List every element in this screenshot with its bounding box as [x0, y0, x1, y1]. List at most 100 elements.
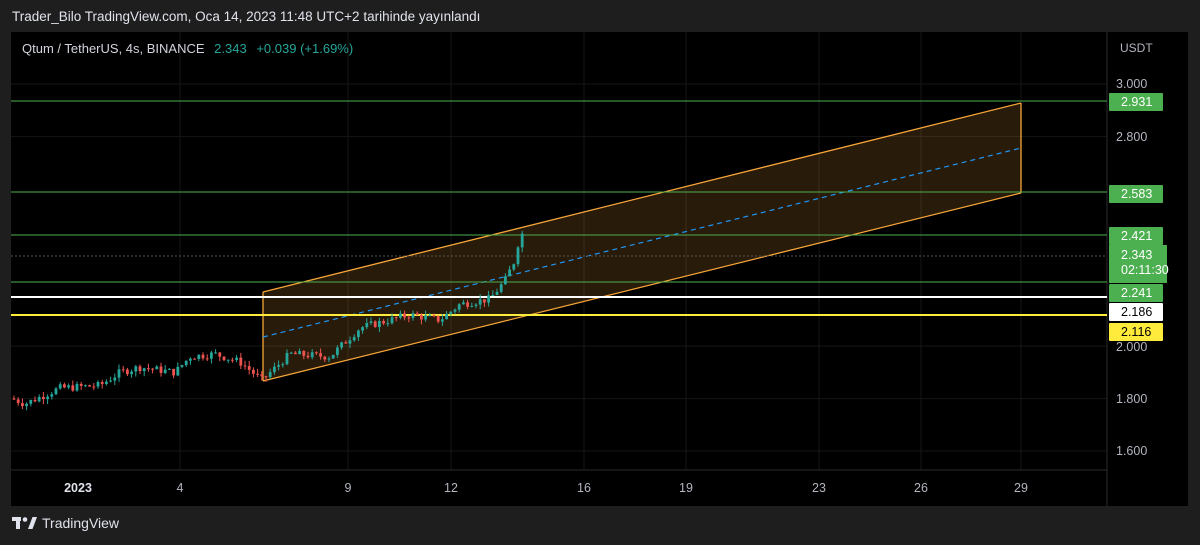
candle-body	[424, 315, 427, 320]
candle-body	[235, 357, 238, 360]
time-label: 4	[176, 481, 184, 495]
candle-body	[168, 368, 171, 370]
candle-body	[218, 352, 222, 357]
candle-body	[336, 347, 339, 355]
time-label: 19	[679, 481, 693, 495]
candle-body	[67, 385, 70, 388]
candle-body	[172, 368, 175, 376]
candle-body	[386, 323, 390, 325]
candle-body	[415, 313, 419, 316]
time-label: 2023	[64, 481, 92, 495]
candle-body	[306, 355, 310, 358]
candle-body	[239, 357, 243, 366]
candle-body	[109, 380, 112, 382]
candle-body	[180, 365, 184, 367]
candle-body	[344, 342, 348, 344]
candle-body	[457, 304, 461, 310]
candle-body	[520, 233, 524, 248]
candle-body	[474, 304, 478, 307]
candle-body	[92, 386, 96, 388]
candle-body	[453, 309, 457, 312]
candle-body	[357, 330, 360, 338]
candle-body	[403, 313, 406, 318]
candle-body	[432, 315, 436, 317]
candle-body	[12, 398, 16, 400]
level-tag-2116: 2.116	[1109, 323, 1163, 341]
candle-body	[428, 315, 432, 317]
candle-body	[25, 403, 28, 407]
candle-body	[512, 264, 516, 270]
candle-body	[277, 365, 280, 367]
candle-body	[294, 352, 297, 355]
candle-body	[159, 366, 163, 373]
candle-body	[252, 369, 255, 374]
level-tag-2931: 2.931	[1109, 93, 1163, 111]
candle-body	[189, 358, 192, 361]
candle-body	[222, 356, 226, 361]
footer	[0, 506, 1200, 545]
bar-countdown: 02:11:30	[1121, 263, 1169, 277]
price-tick: 1.600	[1116, 444, 1148, 458]
chart-area[interactable]	[11, 32, 1188, 506]
candle-body	[462, 302, 465, 305]
current-price-value: 2.343	[1121, 248, 1153, 262]
symbol-name[interactable]: Qtum / TetherUS, 4s, BINANCE	[22, 41, 205, 56]
candle-body	[151, 368, 154, 370]
candle-body	[88, 385, 91, 387]
candle-body	[394, 317, 398, 319]
candle-body	[197, 354, 201, 360]
candle-body	[63, 384, 66, 388]
time-label: 12	[444, 481, 458, 495]
candle-body	[205, 358, 209, 360]
candle-body	[214, 352, 217, 354]
level-tag-2186: 2.186	[1109, 303, 1163, 321]
candle-body	[499, 284, 503, 292]
level-tag-2421: 2.421	[1109, 227, 1163, 245]
currency-label: USDT	[1120, 41, 1153, 55]
candle-body	[176, 366, 180, 376]
candle-body	[96, 382, 100, 387]
tradingview-logo-icon	[12, 517, 37, 529]
candle-body	[390, 317, 394, 324]
candle-body	[331, 354, 335, 359]
tradingview-logo[interactable]: TradingView	[12, 515, 119, 531]
candle-body	[58, 384, 62, 389]
level-tag-2241: 2.241	[1109, 284, 1163, 302]
candle-body	[483, 299, 486, 303]
candle-body	[319, 353, 322, 357]
candle-body	[16, 399, 20, 404]
channel-upper-line	[262, 102, 1022, 293]
symbol-legend[interactable]: Qtum / TetherUS, 4s, BINANCE 2.343 +0.03…	[22, 41, 353, 56]
candle-body	[508, 269, 511, 277]
candle-body	[75, 383, 79, 391]
candle-body	[84, 385, 87, 387]
candle-body	[155, 366, 159, 370]
candle-body	[134, 366, 138, 372]
candle-body	[478, 299, 482, 305]
candle-body	[445, 313, 448, 320]
candle-body	[273, 366, 276, 373]
candle-body	[504, 276, 507, 285]
time-label: 23	[812, 481, 826, 495]
candle-body	[42, 396, 45, 400]
candle-body	[310, 352, 314, 358]
candle-body	[441, 319, 444, 322]
publish-header: Trader_Bilo TradingView.com, Oca 14, 202…	[0, 0, 1200, 32]
price-tick: 1.800	[1116, 392, 1148, 406]
candle-body	[37, 396, 41, 402]
candle-body	[495, 291, 499, 295]
candle-body	[117, 369, 121, 378]
candle-body	[163, 369, 167, 373]
candle-body	[142, 368, 146, 371]
candle-body	[264, 376, 268, 378]
candle-body	[79, 383, 83, 386]
candle-body	[260, 374, 264, 377]
candle-body	[302, 351, 306, 356]
candle-body	[29, 399, 33, 404]
published-info: Trader_Bilo TradingView.com, Oca 14, 202…	[12, 9, 481, 24]
candle-body	[201, 354, 205, 359]
candle-body	[361, 327, 364, 331]
candle-body	[281, 364, 285, 366]
candle-body	[298, 351, 301, 355]
